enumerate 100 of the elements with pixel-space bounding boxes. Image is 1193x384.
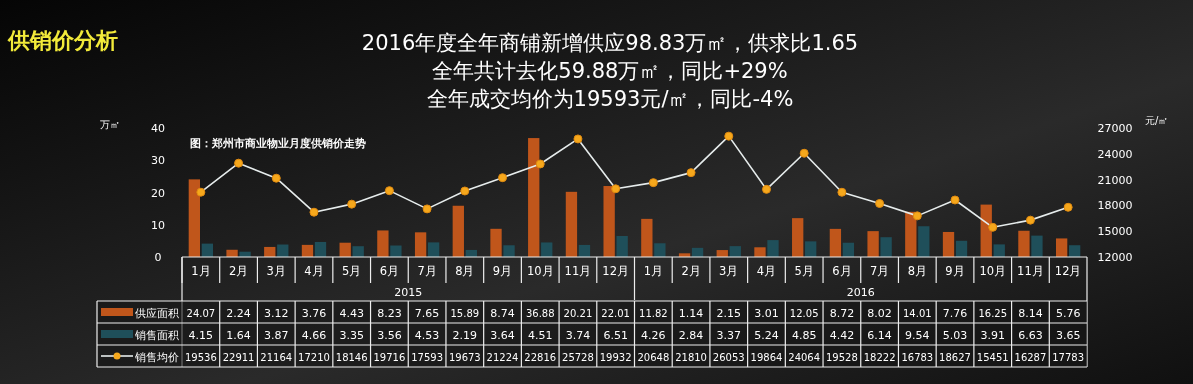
data-label: 24064 xyxy=(788,351,821,363)
data-label: 26053 xyxy=(712,351,745,363)
data-label: 1.64 xyxy=(226,328,251,342)
bar xyxy=(1018,230,1030,257)
y2-tick-label: 24000 xyxy=(1097,147,1133,161)
bar xyxy=(188,179,201,257)
bar xyxy=(867,231,879,257)
data-label: 6.14 xyxy=(867,328,892,342)
legend-label: 供应面积 xyxy=(135,306,179,320)
data-label: 4.85 xyxy=(791,328,817,342)
data-label: 22816 xyxy=(524,351,557,363)
data-label: 4.43 xyxy=(339,306,364,320)
data-label: 5.76 xyxy=(1055,306,1081,320)
bar xyxy=(528,138,540,257)
x-tick-label: 2月 xyxy=(228,264,249,278)
data-label: 19864 xyxy=(750,351,783,363)
bar xyxy=(641,218,653,257)
legend-label: 销售面积 xyxy=(134,328,179,342)
x-tick-label: 5月 xyxy=(794,264,814,278)
x-tick-label: 7月 xyxy=(869,264,890,278)
data-label: 17593 xyxy=(411,351,444,363)
x-tick-label: 9月 xyxy=(492,264,513,278)
data-label: 12.05 xyxy=(789,307,819,319)
x-tick-label: 9月 xyxy=(945,264,965,278)
y2-tick-label: 12000 xyxy=(1097,251,1133,264)
x-tick-label: 8月 xyxy=(455,264,475,278)
y2-tick-label: 18000 xyxy=(1097,199,1133,213)
data-label: 16.25 xyxy=(978,307,1008,319)
data-label: 3.76 xyxy=(301,306,327,320)
data-label: 25728 xyxy=(562,351,594,363)
data-label: 2.15 xyxy=(716,306,742,320)
data-label: 6.51 xyxy=(603,328,628,342)
x-tick-label: 7月 xyxy=(417,264,437,278)
bar xyxy=(490,228,502,257)
data-label: 19716 xyxy=(373,351,406,363)
data-label: 3.01 xyxy=(754,306,779,320)
x-tick-label: 10月 xyxy=(526,264,554,278)
bar xyxy=(654,243,666,257)
bar xyxy=(955,240,968,257)
data-label: 4.66 xyxy=(301,328,327,342)
x-tick-label: 12月 xyxy=(1054,264,1082,278)
bar xyxy=(942,231,955,257)
y2-axis-title: 元/㎡ xyxy=(1145,115,1169,126)
data-label: 20.21 xyxy=(563,307,593,319)
data-label: 2.24 xyxy=(226,306,251,320)
data-label: 3.65 xyxy=(1055,328,1081,342)
bar xyxy=(452,205,464,257)
data-label: 17783 xyxy=(1052,351,1085,363)
x-tick-label: 4月 xyxy=(756,264,777,278)
bar xyxy=(414,232,427,257)
data-label: 3.87 xyxy=(264,328,289,342)
data-label: 21810 xyxy=(675,351,707,363)
data-label: 4.26 xyxy=(641,328,666,342)
bar xyxy=(1068,245,1081,257)
x-tick-label: 8月 xyxy=(907,264,927,278)
bar xyxy=(390,245,402,257)
x-tick-label: 3月 xyxy=(719,264,739,278)
data-label: 15.89 xyxy=(450,307,480,319)
y-tick-label: 0 xyxy=(154,251,162,264)
x-tick-label: 12月 xyxy=(602,264,629,278)
data-label: 19528 xyxy=(825,351,858,363)
data-label: 18222 xyxy=(863,351,896,363)
x-tick-label: 3月 xyxy=(266,264,286,278)
bar xyxy=(352,246,364,257)
bar xyxy=(565,191,578,257)
x-tick-label: 4月 xyxy=(304,264,324,278)
legend-label: 销售均价 xyxy=(134,350,179,364)
y2-tick-label: 21000 xyxy=(1097,173,1133,187)
x-tick-label: 11月 xyxy=(564,264,592,278)
data-label: 15451 xyxy=(976,351,1009,363)
bar xyxy=(1055,238,1068,257)
data-label: 16783 xyxy=(901,351,934,363)
bar xyxy=(427,242,440,257)
data-label: 2.19 xyxy=(452,328,478,342)
bar xyxy=(754,247,766,257)
data-label: 22911 xyxy=(222,351,255,363)
y2-tick-label: 15000 xyxy=(1097,225,1133,239)
data-label: 8.23 xyxy=(377,306,402,320)
data-label: 19536 xyxy=(184,351,217,363)
x-tick-label: 1月 xyxy=(643,264,664,278)
data-label: 8.02 xyxy=(867,306,892,320)
data-label: 11.82 xyxy=(639,307,668,319)
text: 2016 xyxy=(846,286,875,299)
data-label: 3.12 xyxy=(264,306,289,320)
chart-subtitle: 2016年度全年商铺新增供应98.83万㎡，供求比1.65 全年共计去化59.88万㎡，同比+29% 全年成交均价为19593元/㎡，同比-4% xyxy=(361,31,859,111)
data-label: 7.76 xyxy=(942,306,968,320)
data-label: 8.74 xyxy=(490,306,515,320)
data-label: 20648 xyxy=(637,351,670,363)
data-label: 5.03 xyxy=(942,328,968,342)
x-tick-label: 1月 xyxy=(191,264,211,278)
bar xyxy=(1031,235,1043,257)
data-label: 3.91 xyxy=(980,328,1005,342)
data-label: 6.63 xyxy=(1018,328,1043,342)
data-label: 3.56 xyxy=(377,328,402,342)
bar xyxy=(603,186,615,257)
data-label: 5.24 xyxy=(754,328,779,342)
data-label: 4.15 xyxy=(188,328,214,342)
data-label: 4.42 xyxy=(829,328,855,342)
data-label: 16287 xyxy=(1014,351,1047,363)
y2-tick-label: 27000 xyxy=(1097,122,1133,135)
